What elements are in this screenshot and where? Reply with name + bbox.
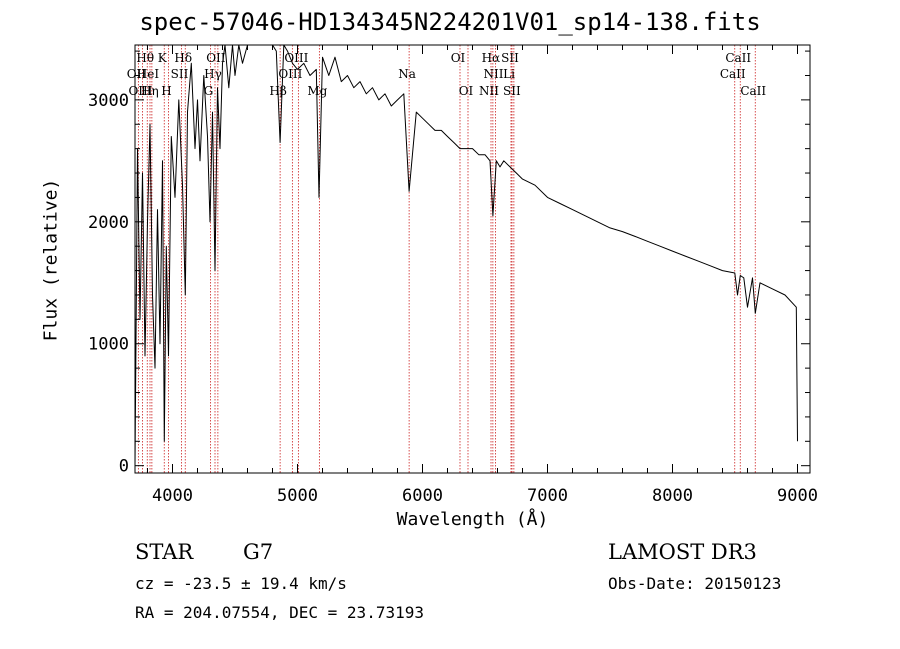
y-tick-label: 3000 (88, 91, 129, 111)
plot-frame (134, 44, 811, 474)
emission-line-label: Hα (482, 51, 501, 65)
emission-line-label: SII (503, 84, 521, 98)
observation-date: Obs-Date: 20150123 (608, 574, 782, 593)
emission-line-label: Na (398, 67, 416, 81)
y-tick-label: 1000 (88, 335, 129, 355)
y-tick-label: 2000 (88, 213, 129, 233)
emission-line-label: OII (206, 51, 226, 65)
x-tick-label: 8000 (652, 486, 693, 506)
x-tick-label: 5000 (277, 486, 318, 506)
emission-line-label: SII (171, 67, 189, 81)
emission-line-label: NII (484, 67, 504, 81)
emission-line-label: G (204, 84, 214, 98)
emission-line-label: Hη (141, 84, 159, 98)
emission-line-label: Hδ (174, 51, 192, 65)
emission-line-label: OIII (278, 67, 302, 81)
emission-line-label: OI (451, 51, 466, 65)
y-axis-label: Flux (relative) (40, 178, 62, 342)
emission-line-label: Li (503, 67, 515, 81)
emission-line-label: K (158, 51, 168, 65)
x-tick-label: 6000 (402, 486, 443, 506)
emission-line-label: OIII (284, 51, 308, 65)
emission-line-label: Mg (307, 84, 327, 98)
emission-line-label: Hθ (136, 51, 154, 65)
x-tick-label: 7000 (527, 486, 568, 506)
axis-ticks: 4000 5000 6000 7000 8000 9000 0 1000 2000 3000 (88, 45, 818, 506)
emission-line-label: OI (459, 84, 474, 98)
y-tick-label: 0 (119, 457, 129, 477)
object-subclass: G7 (243, 540, 274, 564)
emission-line-label: CaII (725, 51, 751, 65)
emission-line-markers (137, 45, 756, 473)
x-tick-label: 9000 (777, 486, 818, 506)
emission-line-label: Hγ (204, 67, 222, 81)
emission-line-label: HeI (137, 67, 160, 81)
emission-line-label: CaII (720, 67, 746, 81)
survey-name: LAMOST DR3 (608, 540, 757, 564)
x-axis-label: Wavelength (Å) (396, 509, 549, 530)
redshift-velocity: cz = -23.5 ± 19.4 km/s (135, 574, 347, 593)
sky-coordinates: RA = 204.07554, DEC = 23.73193 (135, 603, 424, 622)
emission-line-label: OII (127, 67, 147, 81)
spectrum-series-line (134, 44, 798, 466)
emission-line-label: H (161, 84, 171, 98)
object-class: STAR (135, 540, 194, 564)
emission-line-label: CaII (740, 84, 766, 98)
x-tick-label: 4000 (152, 486, 193, 506)
chart-title: spec-57046-HD134345N224201V01_sp14-138.f… (139, 8, 761, 36)
emission-line-label: NII (479, 84, 499, 98)
emission-line-label: SII (501, 51, 519, 65)
